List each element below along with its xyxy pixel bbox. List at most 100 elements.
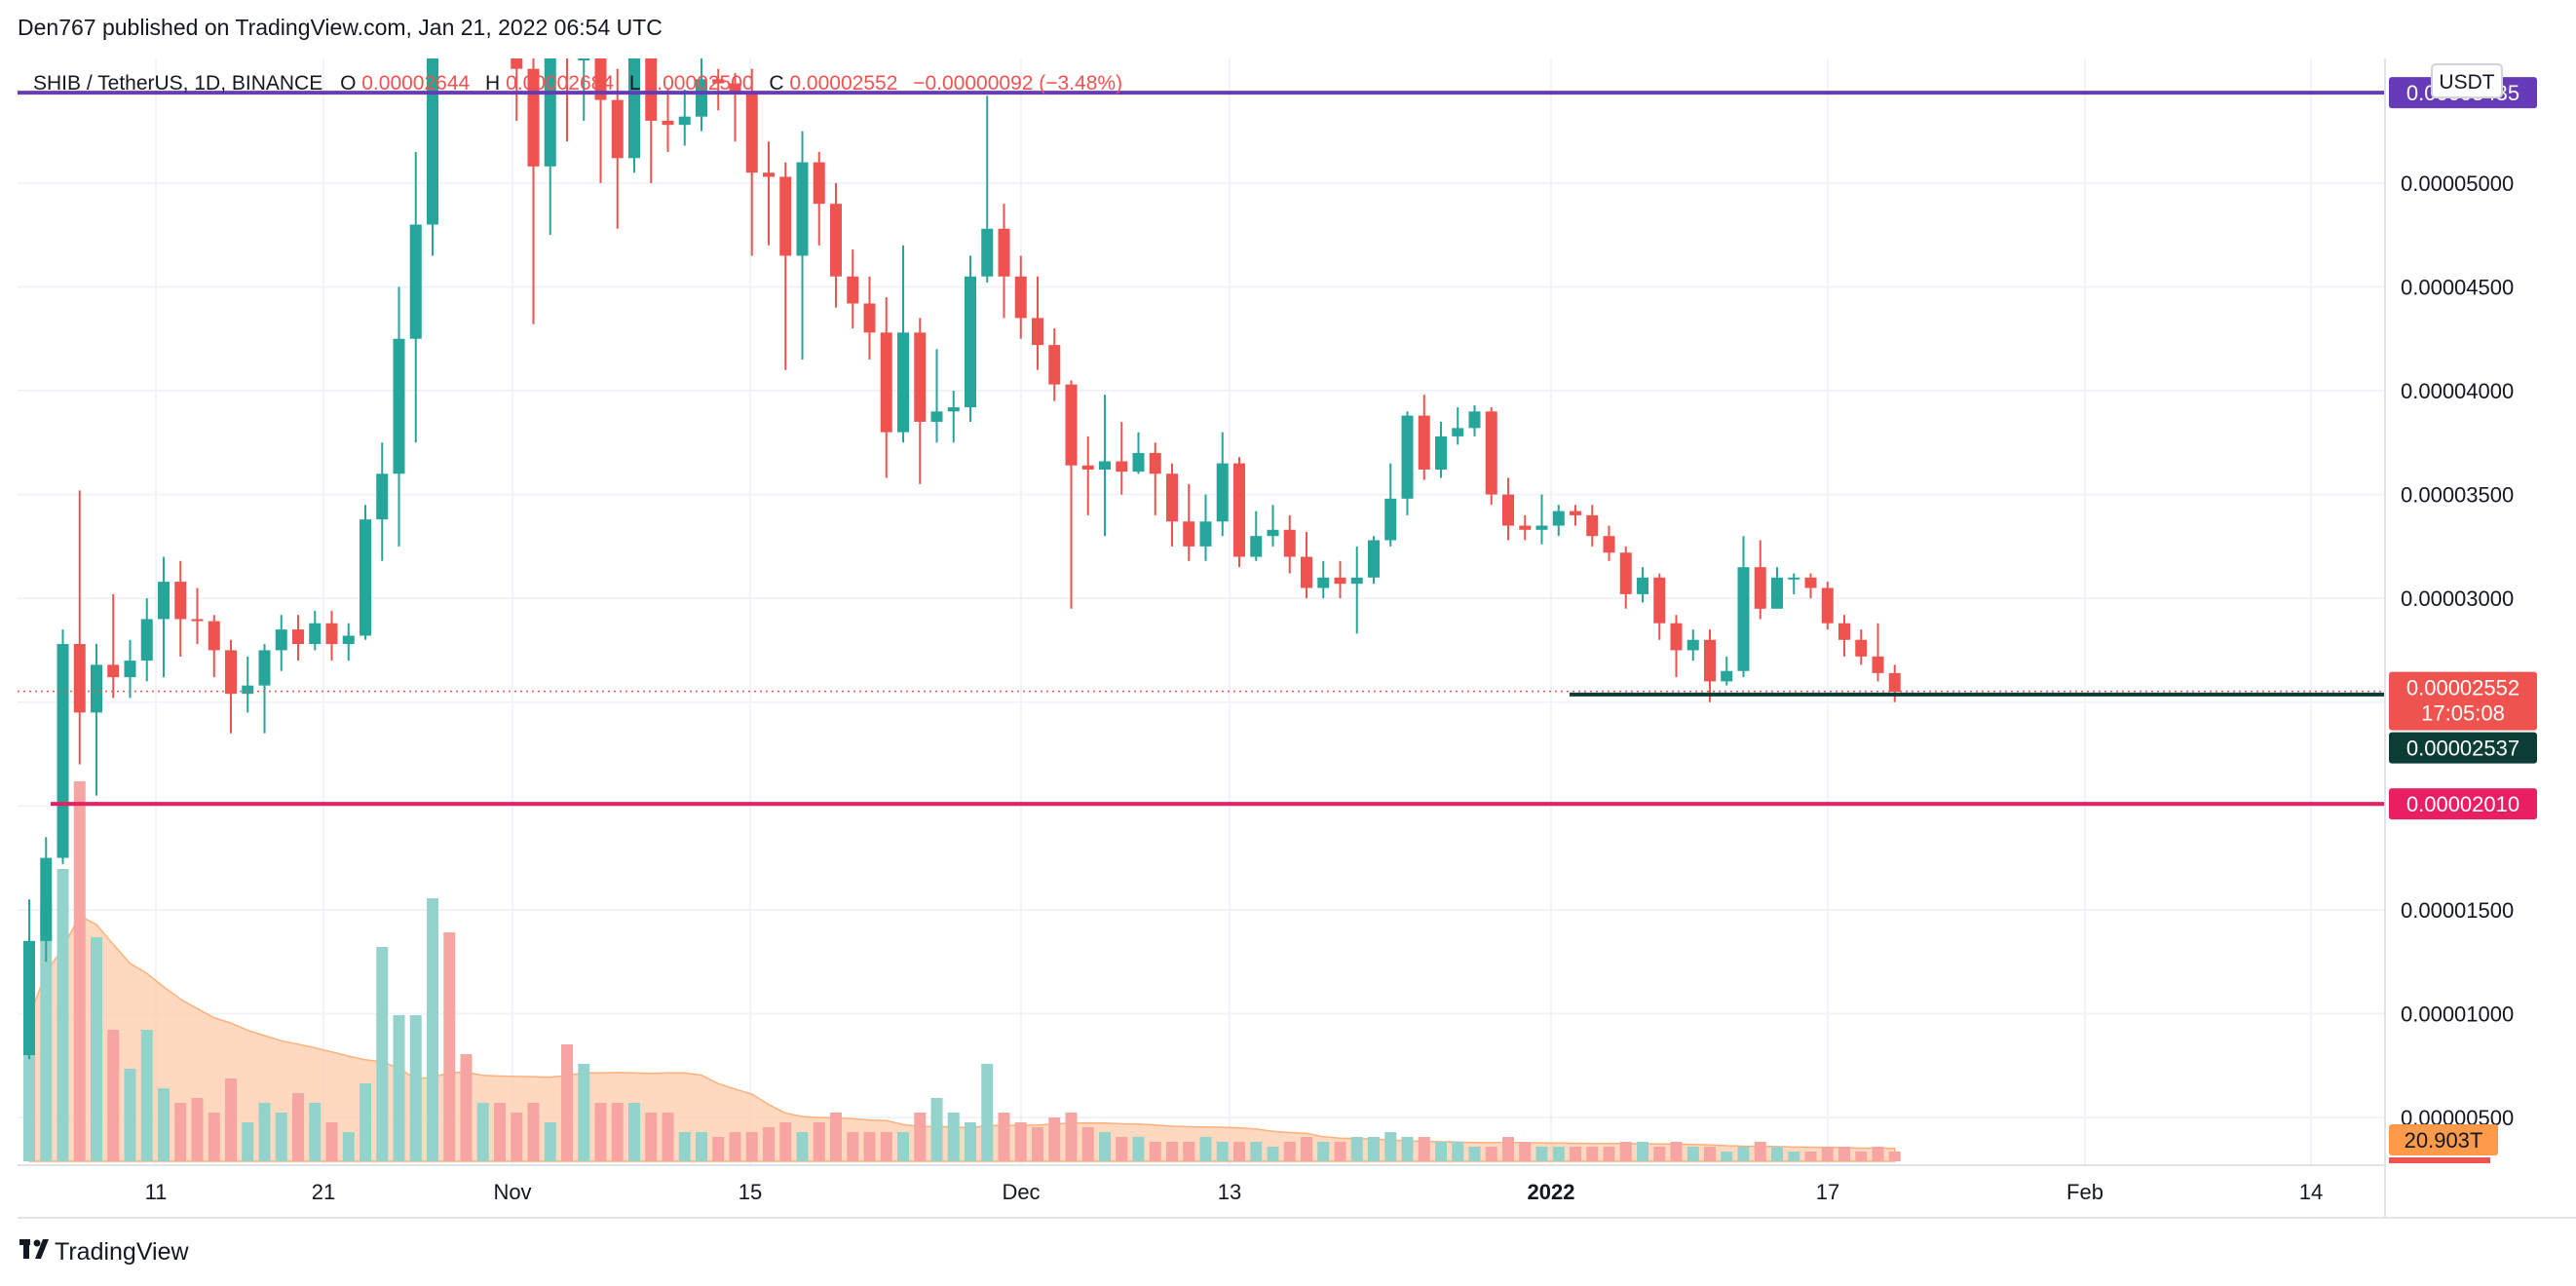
candle	[1637, 567, 1648, 603]
candle-body	[292, 629, 304, 645]
candle	[1435, 421, 1447, 478]
svg-text:0.00002537: 0.00002537	[2406, 737, 2519, 761]
candle-body	[813, 162, 825, 205]
candle	[662, 89, 674, 152]
candle	[511, 58, 523, 121]
volume-bar	[292, 1093, 304, 1161]
volume-bar	[1166, 1142, 1178, 1161]
candle	[1250, 511, 1263, 561]
candle-body	[1116, 461, 1128, 473]
candle	[1149, 442, 1161, 515]
candle-body	[1838, 623, 1850, 640]
candle	[409, 151, 422, 443]
candle	[1519, 514, 1532, 541]
candle-body	[1872, 656, 1884, 673]
price-tick-label: 0.00003000	[2401, 586, 2514, 611]
volume-bar	[1619, 1142, 1632, 1161]
svg-text:0.00002552: 0.00002552	[2406, 676, 2519, 700]
candle-body	[140, 619, 153, 662]
candle	[1619, 546, 1632, 609]
price-tick-label: 0.00005000	[2401, 171, 2514, 196]
candle-body	[1821, 587, 1834, 624]
time-tick-label: Feb	[2066, 1180, 2103, 1204]
published-note: Den767 published on TradingView.com, Jan…	[18, 15, 663, 40]
volume-bar	[1116, 1137, 1128, 1161]
candle-body	[1686, 639, 1699, 651]
legend-c-label: C	[769, 72, 783, 95]
volume-bar	[1855, 1152, 1868, 1161]
volume-bar	[1132, 1137, 1145, 1161]
candle-body	[1166, 473, 1178, 522]
candle	[1704, 629, 1716, 702]
volume-bar	[140, 1030, 153, 1161]
candle-body	[1418, 415, 1430, 471]
candle	[779, 162, 792, 370]
legend-symbol: SHIB / TetherUS, 1D, BINANCE	[33, 72, 322, 95]
volume-bar	[1586, 1147, 1599, 1161]
candle-body	[158, 582, 170, 620]
candle-body	[1637, 577, 1648, 594]
candle	[1116, 421, 1128, 495]
candle	[1603, 525, 1615, 561]
candle-body	[393, 338, 405, 474]
candle-body	[863, 303, 876, 333]
candle	[292, 615, 304, 662]
volume-bar	[1183, 1142, 1195, 1161]
volume-bar	[1233, 1142, 1245, 1161]
candle	[930, 349, 943, 443]
candle-body	[73, 644, 86, 713]
candle-body	[1737, 567, 1750, 671]
candle	[1535, 494, 1548, 545]
candle-body	[880, 332, 892, 433]
candle-body	[1334, 577, 1346, 585]
candle	[1267, 505, 1279, 547]
candle-body	[1317, 577, 1330, 588]
volume-bar	[1704, 1147, 1716, 1161]
time-tick-label: Dec	[1002, 1180, 1040, 1204]
candle-body	[628, 58, 640, 159]
candle-body	[981, 228, 994, 277]
candle	[611, 68, 624, 229]
candle-body	[965, 276, 976, 408]
candle	[645, 58, 658, 183]
volume-bar	[645, 1113, 658, 1161]
tradingview-brand: TradingView	[55, 1238, 190, 1266]
tradingview-logo-icon	[19, 1239, 49, 1259]
svg-text:USDT: USDT	[2439, 71, 2494, 94]
candle	[1771, 567, 1783, 609]
volume-bar	[1721, 1152, 1733, 1161]
candle-body	[1586, 514, 1599, 537]
candle	[897, 245, 909, 443]
candle	[578, 58, 590, 121]
candle-body	[1301, 556, 1312, 588]
candle-body	[1368, 540, 1380, 578]
volume-bar	[225, 1078, 237, 1161]
candle-body	[1250, 536, 1263, 557]
legend-o-value: 0.00002644	[361, 72, 470, 95]
candle-body	[1233, 463, 1245, 557]
volume-last-label-stub	[2389, 1157, 2490, 1163]
candle-body	[1452, 428, 1464, 436]
candle	[1485, 407, 1497, 506]
candle-body	[1502, 494, 1514, 526]
candle	[1014, 255, 1027, 339]
candle	[140, 598, 153, 682]
currency-button[interactable]: USDT	[2431, 63, 2503, 98]
volume-bar	[1502, 1137, 1514, 1161]
candle-body	[611, 99, 624, 159]
candle-body	[1048, 345, 1061, 385]
volume-bar	[1754, 1142, 1766, 1161]
candle	[847, 249, 859, 329]
candle-body	[830, 204, 842, 277]
candle	[1821, 582, 1834, 630]
time-tick-label: 13	[1218, 1180, 1241, 1204]
candle	[107, 593, 120, 699]
candle	[174, 560, 187, 657]
volume-bar	[561, 1044, 573, 1161]
volume-bar	[1804, 1152, 1817, 1161]
price-tick-label: 0.00003500	[2401, 483, 2514, 508]
volume-bar	[914, 1113, 927, 1161]
candle-body	[914, 332, 927, 422]
candle-body	[712, 79, 725, 84]
